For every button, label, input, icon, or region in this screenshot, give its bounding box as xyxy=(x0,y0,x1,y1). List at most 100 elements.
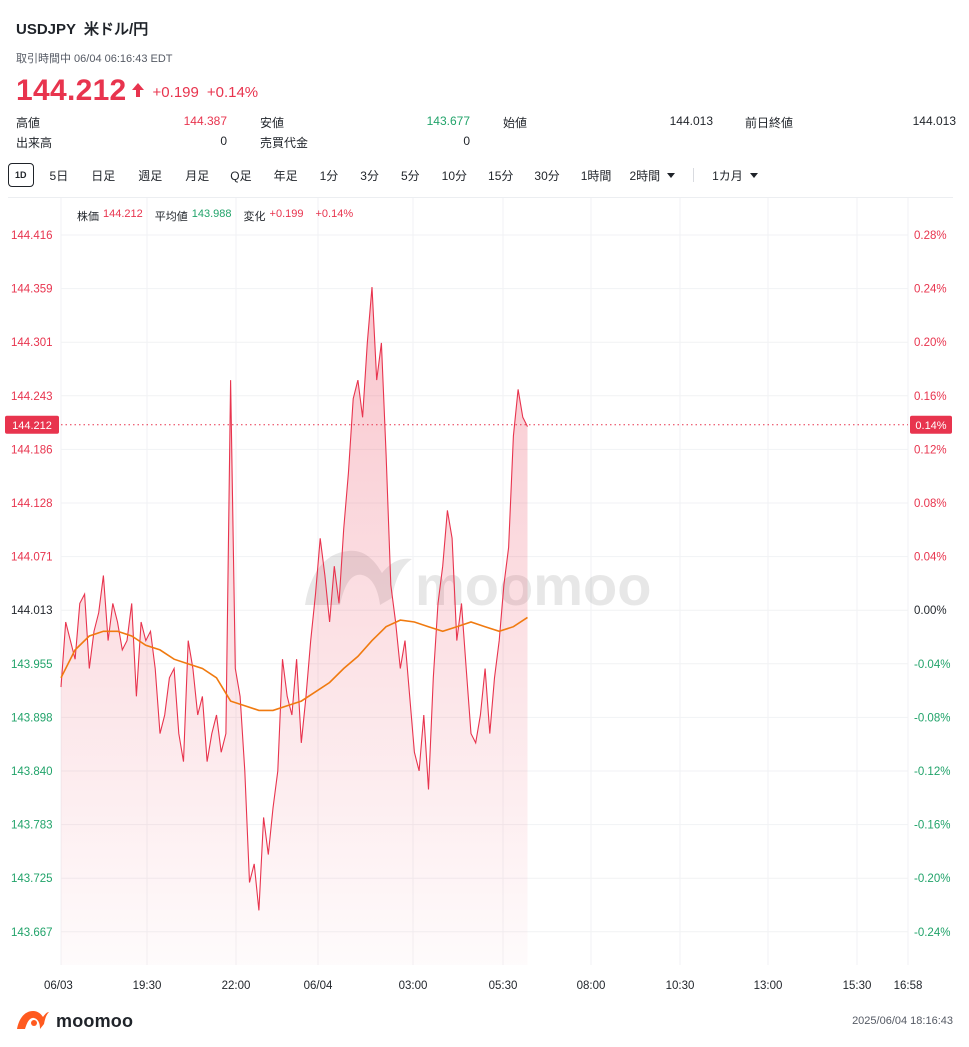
y-axis-labels: 144.416 0.28% 144.359 0.24% 144.301 0.20% 144.… xyxy=(11,230,950,939)
tab-3min[interactable]: 3分 xyxy=(360,168,379,183)
turnover-label: 売買代金 xyxy=(260,136,309,150)
current-price-tag-left xyxy=(5,415,59,434)
tab-15min[interactable]: 15分 xyxy=(488,168,514,183)
y-tick-label: 144.416 xyxy=(11,230,53,242)
volume-label: 出来高 xyxy=(16,136,53,150)
x-tick-label: 06/03 xyxy=(44,980,73,992)
tab-2hour-label: 2時間 xyxy=(629,168,661,183)
y-tick-label: 143.898 xyxy=(11,712,53,724)
open-label: 始値 xyxy=(503,116,528,130)
chart-legend: 株価 144.212 平均値 143.988 変化 +0.199 +0.14% xyxy=(77,208,357,224)
high-value: 144.387 xyxy=(183,114,227,128)
legend-price-label: 株価 xyxy=(77,211,99,223)
x-tick-label: 03:00 xyxy=(399,980,428,992)
y-tick-label: 143.667 xyxy=(11,927,53,939)
y-pct-tick-label: -0.16% xyxy=(914,820,950,832)
tab-30min[interactable]: 30分 xyxy=(534,168,560,183)
range-dropdown[interactable]: 1カ月 xyxy=(704,163,766,187)
price-chart[interactable]: moomoo 144.212 0.14% 144.416 0.28%144.359 0… xyxy=(0,198,969,998)
y-pct-tick-label: 0.00% xyxy=(914,605,947,617)
tab-daily[interactable]: 日足 xyxy=(91,168,116,183)
y-pct-tick-label: -0.12% xyxy=(914,766,950,778)
range-label: 1カ月 xyxy=(712,168,743,183)
last-price: 144.212 xyxy=(16,74,127,107)
tab-weekly[interactable]: 週足 xyxy=(138,168,163,183)
y-tick-label: 144.301 xyxy=(11,337,53,349)
tabs-divider xyxy=(8,197,953,198)
instrument-name: 米ドル/円 xyxy=(84,21,149,38)
bull-icon xyxy=(16,1008,50,1035)
y-pct-tick-label: 0.12% xyxy=(914,444,947,456)
legend-change-value: +0.199 xyxy=(269,208,304,220)
x-tick-label: 13:00 xyxy=(754,980,783,992)
tab-separator xyxy=(693,168,695,182)
price-line xyxy=(60,287,528,911)
legend-avg-value: 143.988 xyxy=(191,208,232,220)
high-label: 高値 xyxy=(16,116,41,130)
chevron-down-icon xyxy=(667,172,676,178)
tab-10min[interactable]: 10分 xyxy=(441,168,468,183)
y-tick-label: 144.013 xyxy=(11,605,53,617)
x-axis-labels: 06/03 19:30 22:00 06/04 03:00 05:30 08:00 10:30… xyxy=(44,980,922,992)
current-pct-tag-right-text: 0.14% xyxy=(915,420,946,432)
tab-monthly[interactable]: 月足 xyxy=(185,168,210,183)
y-pct-tick-label: -0.08% xyxy=(914,712,950,724)
x-tick-label: 19:30 xyxy=(133,980,162,992)
y-tick-label: 143.955 xyxy=(11,659,53,671)
tab-quarterly[interactable]: Q足 xyxy=(230,168,252,183)
current-pct-tag-right xyxy=(910,415,952,434)
tab-5d[interactable]: 5日 xyxy=(49,168,69,183)
price-row: 144.212 +0.199 +0.14% xyxy=(16,74,258,108)
y-pct-tick-label: 0.24% xyxy=(914,284,947,296)
y-tick-label: 143.783 xyxy=(11,820,53,832)
price-change-pct: +0.14% xyxy=(206,83,259,101)
tab-1min[interactable]: 1分 xyxy=(319,168,339,183)
x-tick-label: 08:00 xyxy=(577,980,606,992)
current-price-tag-left-text: 144.212 xyxy=(12,420,52,432)
y-tick-label: 144.128 xyxy=(11,498,53,510)
tab-1hour[interactable]: 1時間 xyxy=(580,168,612,183)
period-tabs: 1D 5日 日足 週足 月足 Q足 年足 1分 3分 5分 10分 15分 30… xyxy=(8,163,766,187)
open-value: 144.013 xyxy=(669,114,713,128)
average-series-line xyxy=(60,616,528,712)
price-series-line xyxy=(60,287,528,911)
volume-value: 0 xyxy=(220,134,227,148)
tab-yearly[interactable]: 年足 xyxy=(273,168,298,183)
legend-avg-label: 平均値 xyxy=(154,211,188,223)
x-tick-label: 05:30 xyxy=(489,980,518,992)
price-change: +0.199 xyxy=(152,83,199,101)
legend-change-label: 変化 xyxy=(243,211,266,223)
x-tick-label: 16:58 xyxy=(894,980,923,992)
tab-1d[interactable]: 1D xyxy=(8,163,34,187)
low-value: 143.677 xyxy=(426,114,470,128)
chevron-down-icon xyxy=(749,172,758,178)
y-tick-label: 143.840 xyxy=(11,766,53,778)
y-pct-tick-label: 0.04% xyxy=(914,552,947,564)
prev-close-value: 144.013 xyxy=(912,114,956,128)
y-pct-tick-label: 0.28% xyxy=(914,230,947,242)
price-area xyxy=(61,287,528,966)
y-tick-label: 144.243 xyxy=(11,391,53,403)
x-tick-label: 15:30 xyxy=(843,980,872,992)
y-tick-label: 143.725 xyxy=(11,873,53,885)
x-tick-label: 22:00 xyxy=(222,980,251,992)
y-pct-tick-label: 0.20% xyxy=(914,337,947,349)
y-tick-label: 144.186 xyxy=(11,444,53,456)
y-tick-label: 144.359 xyxy=(11,284,53,296)
x-tick-label: 06/04 xyxy=(304,980,333,992)
arrow-up-icon xyxy=(131,82,145,103)
price-area-fill xyxy=(61,287,528,966)
current-price-marker: 144.212 0.14% xyxy=(5,415,952,434)
tab-2hour-dropdown[interactable]: 2時間 xyxy=(621,163,683,187)
y-tick-label: 144.071 xyxy=(11,552,53,564)
y-pct-tick-label: -0.20% xyxy=(914,873,950,885)
tab-5min[interactable]: 5分 xyxy=(400,168,420,183)
legend-price-value: 144.212 xyxy=(103,208,143,220)
prev-close-label: 前日終値 xyxy=(745,116,794,130)
y-pct-tick-label: -0.04% xyxy=(914,659,950,671)
average-line xyxy=(60,616,528,712)
y-pct-tick-label: -0.24% xyxy=(914,927,950,939)
moomoo-logo: moomoo xyxy=(16,1008,133,1035)
y-pct-tick-label: 0.08% xyxy=(914,498,947,510)
low-label: 安値 xyxy=(260,116,285,130)
